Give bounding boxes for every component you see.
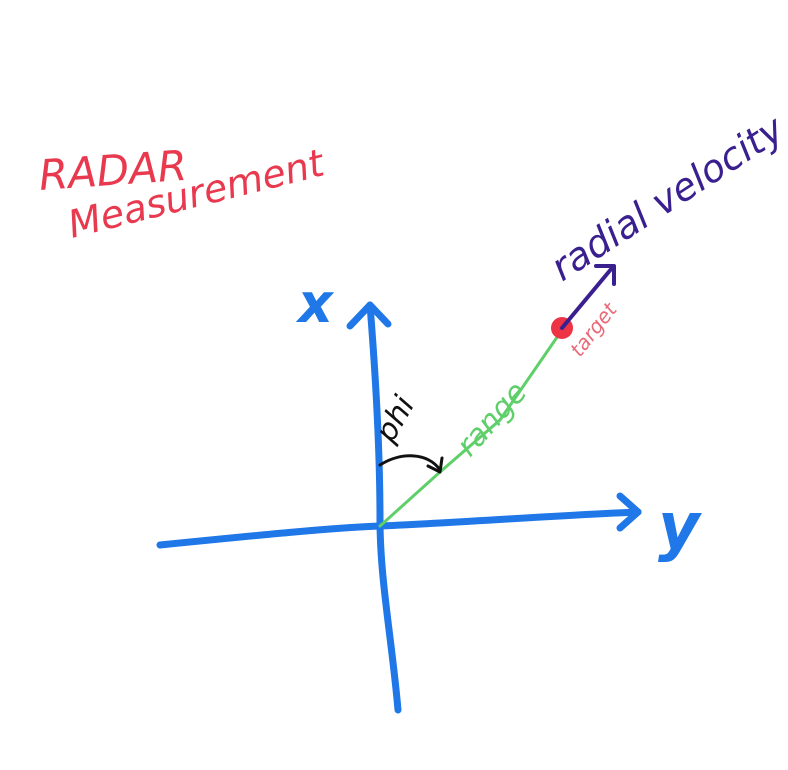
phi-angle-arrowhead	[426, 456, 444, 474]
horizontal-axis	[156, 508, 642, 549]
range-line	[378, 328, 564, 528]
title-radar: RADAR	[37, 141, 188, 200]
axis-label-x: x	[295, 272, 335, 335]
vertical-axis	[366, 301, 402, 714]
target-label: target	[565, 297, 622, 361]
range-label: range	[450, 375, 534, 463]
radial-velocity-arrowhead	[594, 264, 616, 286]
vertical-axis-arrowhead	[346, 301, 392, 330]
axis-label-y: y	[658, 490, 702, 564]
radial-velocity-label: radial velocity	[543, 106, 788, 289]
radial-velocity-arrow	[560, 266, 614, 330]
phi-angle-arc	[378, 454, 442, 472]
horizontal-axis-arrowhead	[616, 492, 642, 532]
